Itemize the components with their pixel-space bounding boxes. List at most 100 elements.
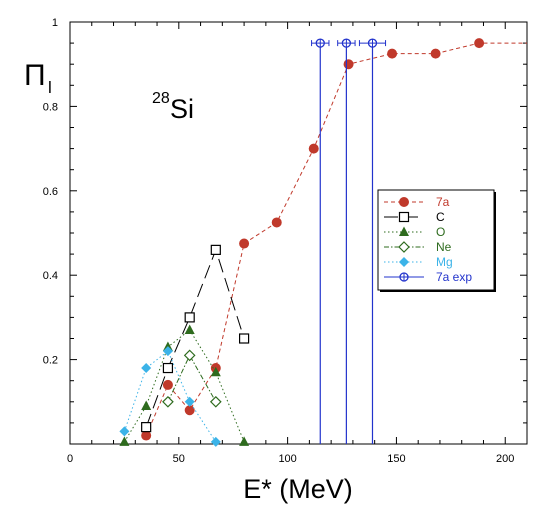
data-point bbox=[184, 405, 195, 416]
marker-shape bbox=[184, 324, 195, 335]
marker-shape bbox=[271, 217, 282, 228]
series-7a-exp bbox=[311, 38, 387, 444]
marker-shape bbox=[399, 257, 409, 267]
marker-shape bbox=[141, 400, 152, 411]
x-tick-label: 150 bbox=[387, 453, 405, 465]
marker-shape bbox=[210, 366, 221, 377]
legend-box bbox=[377, 189, 495, 291]
legend-marker bbox=[399, 226, 409, 236]
data-point bbox=[119, 436, 130, 446]
legend-entry: O bbox=[384, 225, 445, 239]
data-point bbox=[238, 333, 250, 344]
axes: 0 50 100 150 200 0.2 0.4 0.6 0.8 1 bbox=[43, 17, 528, 465]
legend-marker bbox=[399, 272, 409, 282]
data-point bbox=[308, 143, 319, 154]
marker-shape bbox=[184, 312, 195, 323]
marker-shape bbox=[162, 362, 174, 374]
data-point bbox=[430, 48, 441, 59]
data-point bbox=[387, 48, 398, 59]
marker-shape bbox=[239, 436, 250, 446]
data-point bbox=[239, 436, 250, 446]
legend-marker bbox=[399, 257, 409, 267]
legend-label: 7a exp bbox=[436, 270, 472, 284]
marker-shape bbox=[343, 59, 354, 70]
series-o bbox=[119, 324, 250, 446]
data-point bbox=[141, 363, 152, 374]
legend-entry: 7a exp bbox=[384, 270, 472, 284]
legend-label: O bbox=[436, 225, 445, 239]
marker-shape bbox=[399, 226, 409, 236]
data-point bbox=[343, 59, 354, 70]
legend-entry: C bbox=[384, 210, 445, 224]
series-line bbox=[145, 248, 245, 428]
y-tick-label: 0.2 bbox=[43, 355, 58, 367]
x-tick-label: 50 bbox=[173, 453, 185, 465]
series-c bbox=[141, 244, 250, 433]
y-axis-title-sub: l bbox=[48, 78, 52, 97]
marker-shape bbox=[184, 396, 195, 407]
data-point bbox=[183, 349, 196, 362]
data-point bbox=[184, 396, 195, 407]
marker-shape bbox=[399, 197, 409, 207]
data-point bbox=[209, 395, 222, 408]
marker-shape bbox=[119, 436, 130, 446]
data-point bbox=[184, 312, 195, 323]
marker-shape bbox=[162, 395, 174, 408]
data-point bbox=[141, 400, 152, 411]
data-point bbox=[367, 38, 378, 48]
marker-shape bbox=[141, 430, 152, 441]
data-point bbox=[162, 379, 173, 390]
text-layer: Π l E* (MeV) 28 Si bbox=[24, 59, 353, 504]
data-point bbox=[162, 395, 174, 408]
data-point bbox=[210, 366, 221, 377]
y-axis-title-main: Π bbox=[24, 59, 46, 92]
annotation-mass-number: 28 bbox=[152, 90, 170, 107]
marker-shape bbox=[141, 422, 152, 433]
marker-shape bbox=[119, 426, 130, 437]
legend-label: Ne bbox=[436, 240, 452, 254]
x-axis-title: E* (MeV) bbox=[243, 474, 353, 504]
series-line bbox=[167, 354, 217, 403]
y-tick-label: 0.4 bbox=[43, 270, 58, 282]
marker-shape bbox=[209, 395, 222, 408]
data-point bbox=[184, 324, 195, 335]
x-tick-label: 0 bbox=[67, 453, 73, 465]
legend-entry: Ne bbox=[384, 240, 452, 254]
x-tick-label: 200 bbox=[496, 453, 514, 465]
series-layer bbox=[119, 38, 527, 447]
data-point bbox=[119, 426, 130, 437]
marker-shape bbox=[398, 241, 410, 253]
marker-shape bbox=[239, 238, 250, 249]
data-point bbox=[474, 38, 485, 49]
legend-label: Mg bbox=[436, 255, 453, 269]
marker-shape bbox=[184, 405, 195, 416]
marker-shape bbox=[387, 48, 398, 59]
legend-label: 7a bbox=[436, 195, 450, 209]
y-tick-label: 1 bbox=[52, 17, 58, 29]
marker-shape bbox=[141, 363, 152, 374]
x-tick-label: 100 bbox=[278, 453, 296, 465]
legend-marker bbox=[398, 211, 410, 223]
legend-label: C bbox=[436, 210, 445, 224]
marker-shape bbox=[474, 38, 485, 49]
marker-shape bbox=[183, 349, 196, 362]
y-tick-label: 0.8 bbox=[43, 101, 58, 113]
legend-marker bbox=[399, 197, 409, 207]
legend-entry: Mg bbox=[384, 255, 453, 269]
marker-shape bbox=[210, 436, 221, 447]
data-point bbox=[141, 422, 152, 433]
series-ne bbox=[162, 349, 222, 408]
marker-shape bbox=[162, 379, 173, 390]
data-point bbox=[271, 217, 282, 228]
data-point bbox=[141, 430, 152, 441]
marker-shape bbox=[308, 143, 319, 154]
legend-entry: 7a bbox=[384, 195, 450, 209]
data-point bbox=[315, 38, 325, 48]
marker-shape bbox=[430, 48, 441, 59]
y-tick-label: 0.6 bbox=[43, 186, 58, 198]
series-line bbox=[123, 350, 217, 443]
marker-shape bbox=[162, 346, 173, 357]
marker-shape bbox=[398, 211, 410, 223]
series-line bbox=[145, 42, 527, 436]
